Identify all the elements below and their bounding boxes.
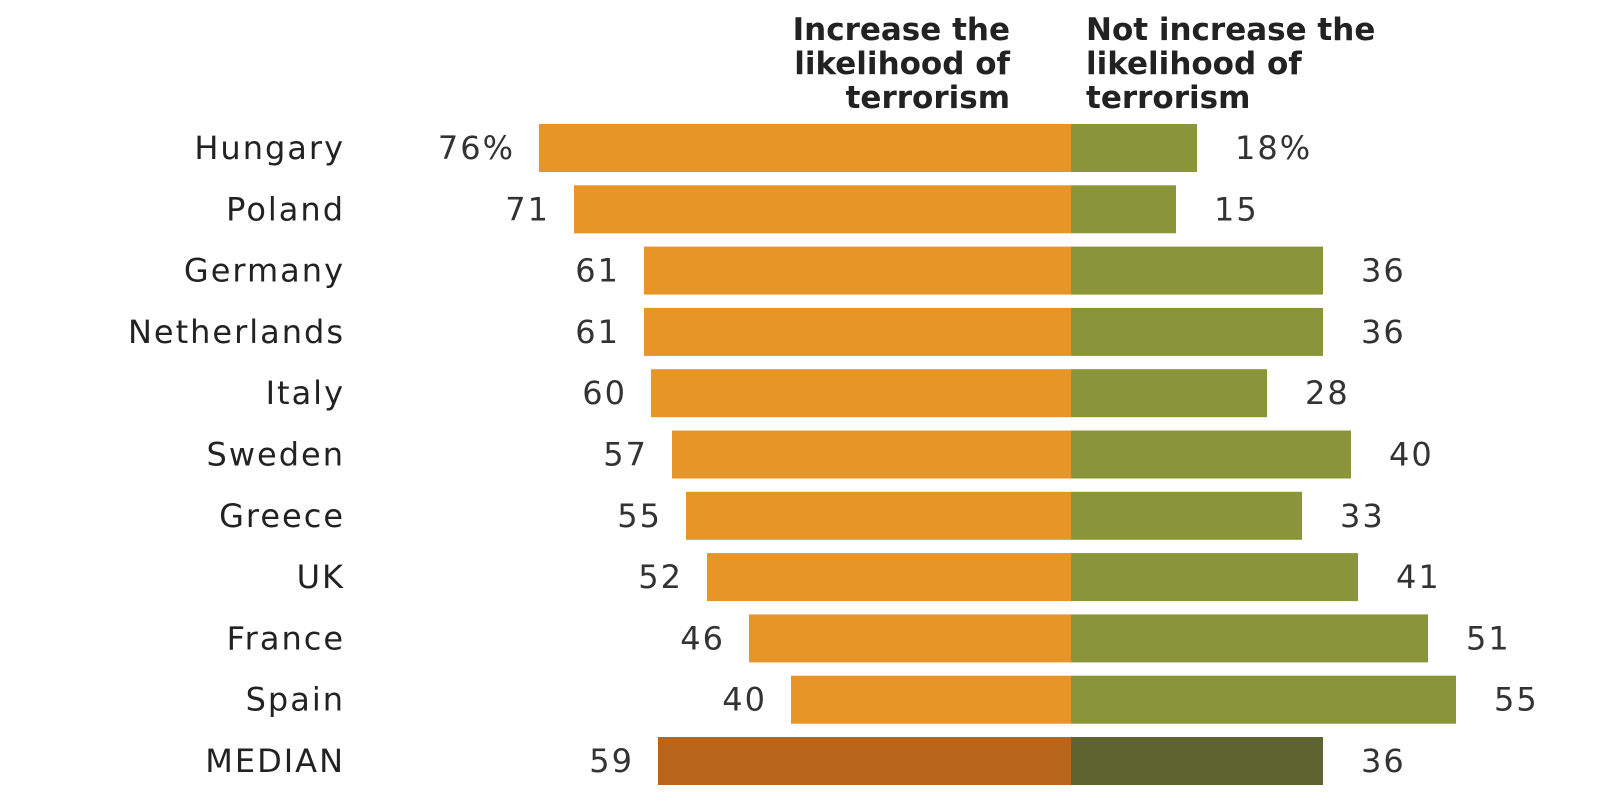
legend-not-increase-line-2: likelihood of — [1086, 46, 1302, 82]
legend-not-increase-line-1: Not increase the — [1086, 12, 1375, 48]
value-label-not-increase-sweden: 40 — [1389, 436, 1434, 474]
category-label-italy: Italy — [266, 374, 345, 412]
category-label-netherlands: Netherlands — [128, 313, 345, 351]
row-germany: Germany 61 36 — [184, 246, 1406, 295]
category-label-greece: Greece — [219, 497, 345, 535]
row-spain: Spain 40 55 — [246, 675, 1539, 724]
value-label-increase-sweden: 57 — [603, 436, 648, 474]
bar-not-increase-greece — [1071, 491, 1302, 540]
legend-increase-line-2: likelihood of — [794, 46, 1010, 82]
value-label-increase-france: 46 — [680, 619, 725, 657]
row-italy: Italy 60 28 — [266, 369, 1350, 418]
bar-increase-uk — [707, 553, 1071, 602]
bar-not-increase-france — [1071, 614, 1428, 663]
bar-increase-poland — [574, 185, 1071, 234]
value-label-increase-median: 59 — [589, 742, 634, 780]
bar-not-increase-italy — [1071, 369, 1267, 418]
value-label-not-increase-greece: 33 — [1340, 497, 1385, 535]
bar-not-increase-germany — [1071, 246, 1323, 295]
value-label-not-increase-hungary: 18% — [1235, 129, 1312, 167]
category-label-sweden: Sweden — [207, 436, 345, 474]
category-label-median: MEDIAN — [205, 742, 345, 780]
category-label-france: France — [227, 619, 345, 657]
bar-not-increase-uk — [1071, 553, 1358, 602]
value-label-increase-germany: 61 — [575, 252, 620, 290]
bar-not-increase-spain — [1071, 675, 1456, 724]
bar-not-increase-sweden — [1071, 430, 1351, 479]
bar-increase-hungary — [539, 124, 1071, 172]
row-hungary: Hungary 76% 18% — [194, 124, 1312, 172]
row-poland: Poland 71 15 — [226, 185, 1259, 234]
bar-increase-spain — [791, 675, 1071, 724]
value-label-not-increase-germany: 36 — [1361, 252, 1406, 290]
bar-not-increase-netherlands — [1071, 307, 1323, 356]
row-greece: Greece 55 33 — [219, 491, 1385, 540]
row-median: MEDIAN 59 36 — [205, 737, 1406, 785]
bar-increase-netherlands — [644, 307, 1071, 356]
value-label-increase-greece: 55 — [617, 497, 662, 535]
bar-not-increase-median — [1071, 737, 1323, 785]
value-label-increase-poland: 71 — [505, 190, 550, 228]
value-label-increase-spain: 40 — [722, 681, 767, 719]
bar-not-increase-poland — [1071, 185, 1176, 234]
value-label-increase-hungary: 76% — [438, 129, 515, 167]
value-label-not-increase-netherlands: 36 — [1361, 313, 1406, 351]
category-label-spain: Spain — [246, 681, 345, 719]
legend: Increase the likelihood of terrorism Not… — [793, 12, 1376, 116]
bar-increase-greece — [686, 491, 1071, 540]
value-label-increase-netherlands: 61 — [575, 313, 620, 351]
bar-increase-italy — [651, 369, 1071, 418]
value-label-not-increase-median: 36 — [1361, 742, 1406, 780]
category-label-germany: Germany — [184, 252, 345, 290]
row-uk: UK 52 41 — [297, 553, 1441, 602]
legend-increase-line-1: Increase the — [793, 12, 1010, 48]
value-label-increase-uk: 52 — [638, 558, 683, 596]
value-label-not-increase-uk: 41 — [1396, 558, 1441, 596]
value-label-not-increase-italy: 28 — [1305, 374, 1350, 412]
category-label-uk: UK — [297, 558, 345, 596]
bar-increase-france — [749, 614, 1071, 663]
legend-increase-line-3: terrorism — [846, 80, 1010, 116]
value-label-increase-italy: 60 — [582, 374, 627, 412]
value-label-not-increase-spain: 55 — [1494, 681, 1539, 719]
row-netherlands: Netherlands 61 36 — [128, 307, 1406, 356]
value-label-not-increase-poland: 15 — [1214, 190, 1259, 228]
bar-increase-median — [658, 737, 1071, 785]
bar-increase-sweden — [672, 430, 1071, 479]
category-label-hungary: Hungary — [194, 129, 345, 167]
bar-increase-germany — [644, 246, 1071, 295]
category-label-poland: Poland — [226, 190, 345, 228]
row-france: France 46 51 — [227, 614, 1511, 663]
value-label-not-increase-france: 51 — [1466, 619, 1511, 657]
bar-not-increase-hungary — [1071, 124, 1197, 172]
legend-not-increase-line-3: terrorism — [1086, 80, 1250, 116]
row-sweden: Sweden 57 40 — [207, 430, 1434, 479]
